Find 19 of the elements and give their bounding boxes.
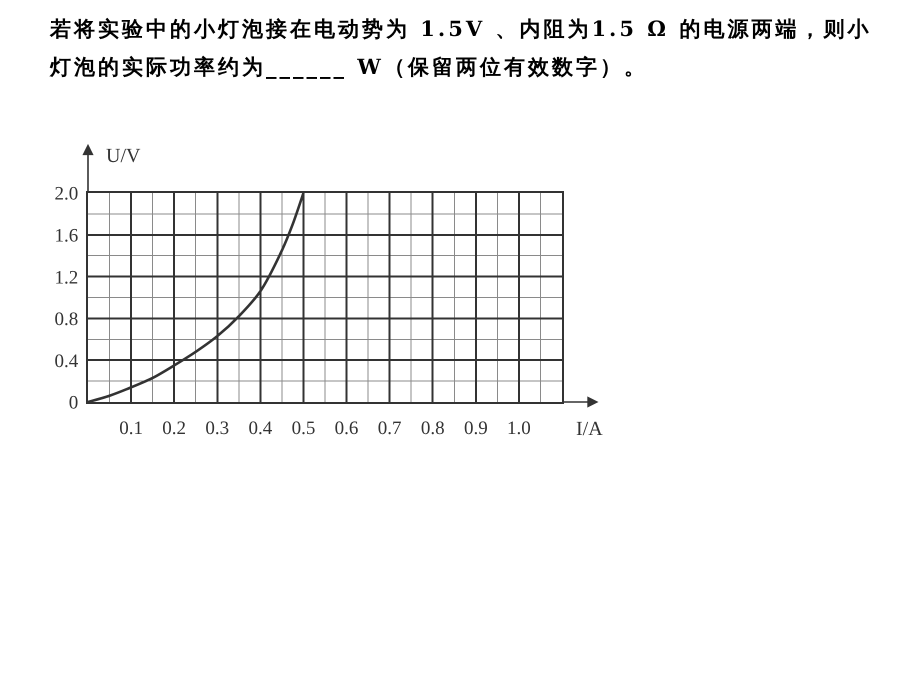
y-tick-label: 0 bbox=[68, 392, 78, 414]
y-tick-label: 1.6 bbox=[54, 225, 78, 246]
x-tick-label: 0.1 bbox=[119, 418, 143, 439]
x-tick-label: 0.4 bbox=[248, 418, 273, 439]
y-tick-label: 0.8 bbox=[54, 309, 78, 330]
x-tick-label: 0.2 bbox=[162, 418, 186, 439]
x-tick-label: 0.9 bbox=[464, 418, 488, 439]
y-tick-label: 1.2 bbox=[54, 267, 78, 288]
x-tick-label: 0.6 bbox=[334, 418, 358, 439]
y-axis-title: U/V bbox=[106, 145, 141, 167]
y-tick-label: 0.4 bbox=[54, 350, 79, 372]
chart-title: 若将实验中的小灯泡接在电动势为 1.5V 、内阻为1.5 Ω 的电源两端，则小灯泡的实际功率约为______ W（保留两位有效数字）。 bbox=[50, 15, 872, 81]
x-axis-title: I/A bbox=[576, 418, 604, 440]
x-tick-label: 0.5 bbox=[292, 418, 316, 439]
x-tick-label: 0.8 bbox=[420, 418, 445, 439]
y-tick-label: 2.0 bbox=[54, 184, 78, 205]
x-tick-label: 1.0 bbox=[507, 418, 531, 439]
x-tick-label: 0.3 bbox=[205, 418, 230, 439]
x-tick-label: 0.7 bbox=[378, 418, 402, 439]
